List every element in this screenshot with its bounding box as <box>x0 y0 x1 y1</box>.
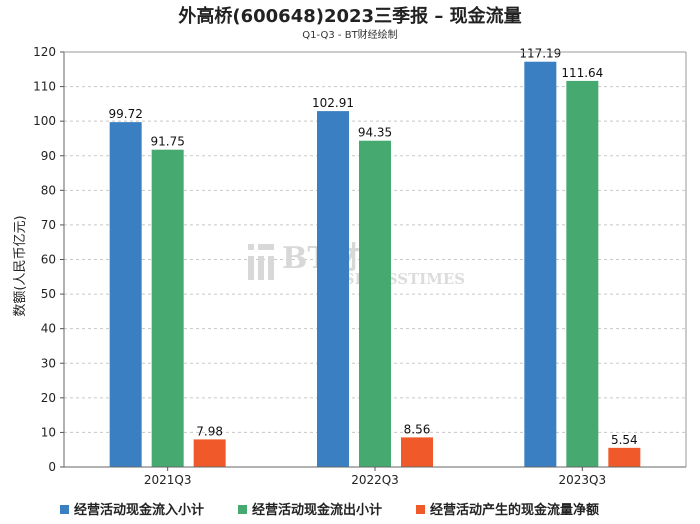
bar <box>359 140 391 468</box>
chart-subtitle: Q1-Q3 - BT财经绘制 <box>302 28 397 41</box>
x-tick-label: 2021Q3 <box>144 473 192 487</box>
y-tick-label: 50 <box>41 287 56 301</box>
y-tick-label: 110 <box>33 80 56 94</box>
data-label: 5.54 <box>611 433 638 447</box>
bar <box>401 437 433 467</box>
x-tick-label: 2023Q3 <box>559 473 607 487</box>
data-labels: 99.72 91.75 7.98 102.91 94.35 8.56 117.19111.6… <box>108 47 637 447</box>
y-tick-label: 60 <box>41 253 56 267</box>
data-label: 111.64 <box>561 66 603 80</box>
bar <box>151 149 184 467</box>
bar <box>317 111 349 468</box>
data-label: 91.75 <box>150 135 184 149</box>
bars <box>109 61 641 468</box>
data-label: 99.72 <box>108 107 142 121</box>
chart-title: 外高桥(600648)2023三季报 – 现金流量 <box>178 5 521 27</box>
x-tick-labels: 2021Q3 2022Q3 2023Q3 <box>144 467 606 487</box>
data-label: 94.35 <box>358 126 392 140</box>
legend-label: 经营活动现金流入小计 <box>74 502 204 518</box>
y-tick-labels: 0 10 20 30 40 50 60 70 80 90 100 110 120 <box>33 45 56 474</box>
data-label: 8.56 <box>404 422 431 436</box>
y-tick-label: 30 <box>41 356 56 370</box>
watermark: BT财经 BUSINESSTIMES <box>248 241 465 288</box>
bar <box>193 439 226 467</box>
bar <box>608 447 641 467</box>
bar <box>524 61 557 467</box>
y-axis-label: 数额(人民币亿元) <box>13 215 28 316</box>
y-tick-label: 70 <box>41 218 56 232</box>
y-tick-label: 10 <box>41 425 56 439</box>
data-label: 117.19 <box>519 47 561 61</box>
y-tick-label: 40 <box>41 322 56 336</box>
data-label: 102.91 <box>312 96 354 110</box>
y-tick-label: 90 <box>41 149 56 163</box>
y-tick-label: 20 <box>41 391 56 405</box>
watermark-sub-text: BUSINESSTIMES <box>318 270 465 288</box>
legend-label: 经营活动现金流出小计 <box>252 502 382 518</box>
y-tick-label: 0 <box>48 460 56 474</box>
legend-swatch <box>416 505 425 514</box>
watermark-logo-icon <box>248 244 274 280</box>
x-tick-label: 2022Q3 <box>351 473 399 487</box>
legend: 经营活动现金流入小计 经营活动现金流出小计 经营活动产生的现金流量净额 <box>60 502 599 518</box>
bar <box>566 80 599 467</box>
legend-label: 经营活动产生的现金流量净额 <box>430 502 599 518</box>
data-label: 7.98 <box>196 424 223 438</box>
y-tick-label: 100 <box>33 114 56 128</box>
legend-swatch <box>238 505 247 514</box>
bar <box>109 122 142 467</box>
legend-swatch <box>60 505 69 514</box>
y-tick-label: 80 <box>41 183 56 197</box>
y-tick-label: 120 <box>33 45 56 59</box>
